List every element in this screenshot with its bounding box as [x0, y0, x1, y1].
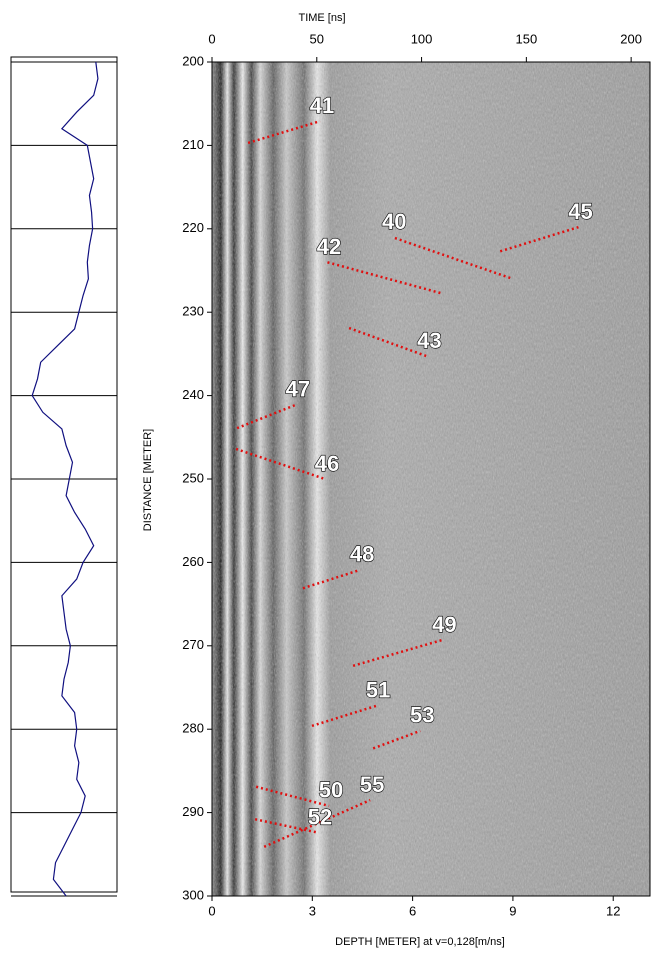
annotation-line [391, 235, 511, 280]
x-tick-label: 0 [208, 903, 215, 918]
annotation-label: 48 [350, 542, 374, 567]
bottom-axis-title: DEPTH [METER] at v=0,128[m/ns] [335, 936, 505, 948]
x2-tick-label: 100 [411, 31, 433, 46]
y-tick-label: 250 [182, 470, 204, 485]
y-tick-label: 270 [182, 637, 204, 652]
y-axis-title: DISTANCE [METER] [142, 429, 154, 531]
annotation-label: 53 [410, 703, 434, 728]
y-tick-label: 260 [182, 554, 204, 569]
log-frame [10, 56, 118, 893]
x2-tick-label: 200 [620, 31, 642, 46]
annotation-label: 52 [308, 804, 332, 829]
x-tick-label: 3 [309, 903, 316, 918]
annotation-label: 46 [315, 451, 339, 476]
annotation-line [236, 403, 297, 430]
x-tick-label: 9 [509, 903, 516, 918]
annotation-label: 50 [319, 778, 343, 803]
annotation-label: 45 [568, 199, 592, 224]
log-trace [31, 61, 99, 897]
x2-tick-label: 50 [310, 31, 324, 46]
annotation-line [254, 818, 319, 834]
y-tick-label: 210 [182, 137, 204, 152]
x2-tick-label: 150 [516, 31, 538, 46]
annotation-line [302, 568, 361, 590]
y-tick-label: 200 [182, 53, 204, 68]
y-tick-label: 240 [182, 387, 204, 402]
annotation-label: 51 [366, 678, 390, 703]
annotation-line [348, 326, 428, 358]
y-tick-label: 220 [182, 220, 204, 235]
y-tick-label: 280 [182, 721, 204, 736]
y-tick-label: 300 [182, 887, 204, 902]
x2-tick-label: 0 [208, 31, 215, 46]
annotation-line [352, 638, 443, 668]
annotation-line [263, 798, 371, 848]
annotation-label: 40 [382, 209, 406, 234]
annotation-label: 42 [317, 234, 341, 259]
radargram-noise [212, 62, 650, 896]
x-tick-label: 6 [409, 903, 416, 918]
x-tick-label: 12 [606, 903, 620, 918]
annotation-label: 43 [417, 328, 441, 353]
annotation-line [311, 704, 377, 728]
annotation-label: 47 [286, 377, 310, 402]
y-tick-label: 230 [182, 304, 204, 319]
annotation-line [499, 225, 579, 253]
annotation-line [235, 447, 326, 481]
annotation-label: 49 [432, 612, 456, 637]
annotation-label: 41 [310, 93, 334, 118]
radargram-image [212, 62, 650, 896]
annotation-label: 55 [360, 772, 384, 797]
annotation-line [372, 729, 421, 750]
y-tick-label: 290 [182, 804, 204, 819]
top-axis-title: TIME [ns] [298, 12, 345, 24]
